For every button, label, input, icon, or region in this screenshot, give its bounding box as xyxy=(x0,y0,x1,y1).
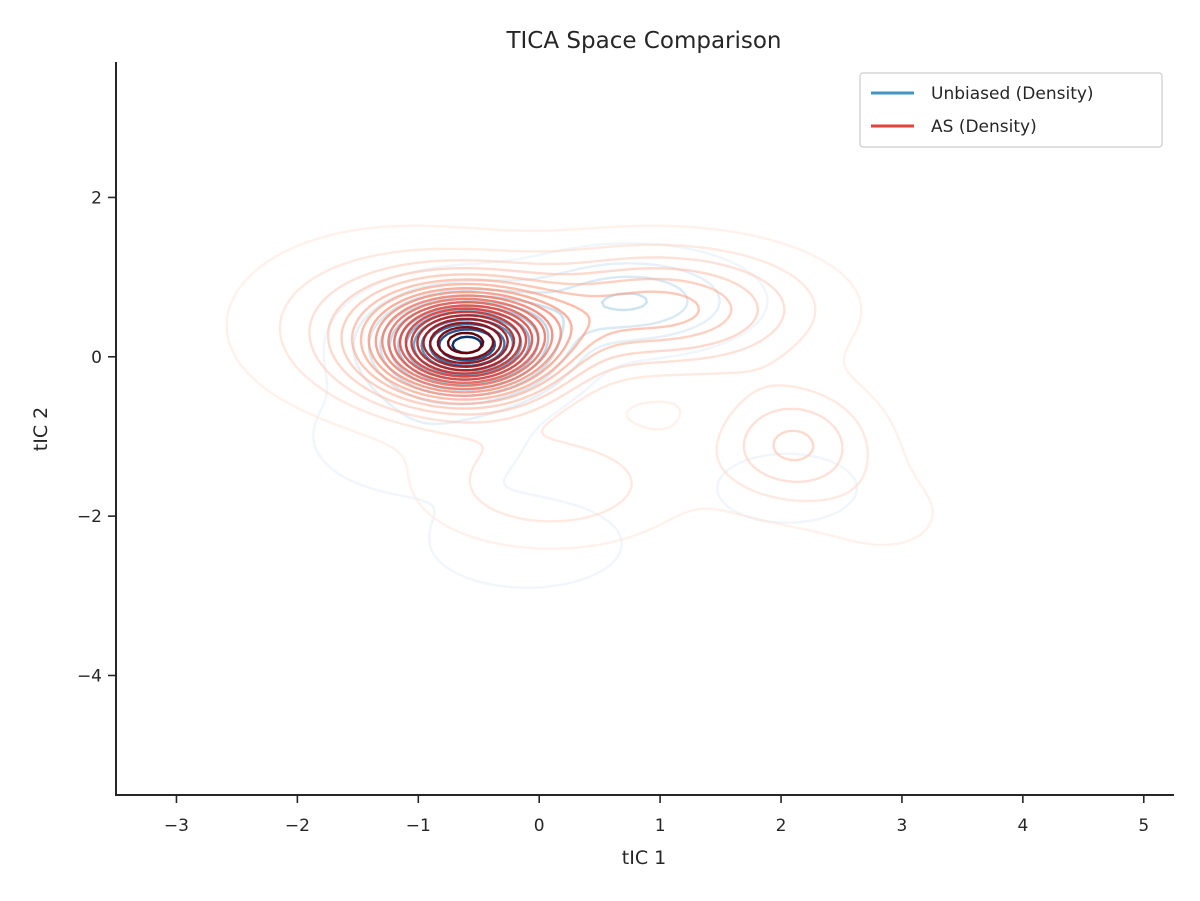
as-contour-level-1 xyxy=(225,224,934,550)
legend-label-as: AS (Density) xyxy=(931,117,1037,137)
legend-frame xyxy=(859,72,1163,148)
as-contour-level-16 xyxy=(416,314,516,372)
x-tick-label: −1 xyxy=(406,816,431,836)
as-contour-level-9 xyxy=(374,290,562,394)
as-contour-level-14 xyxy=(404,307,528,378)
y-tick-label: −4 xyxy=(77,666,102,686)
x-tick-label: −2 xyxy=(285,816,310,836)
x-axis-title: tIC 1 xyxy=(622,847,666,869)
x-ticks: −3 −2 −1 0 1 2 3 4 5 xyxy=(164,795,1149,836)
as-contour-level-10 xyxy=(381,294,554,391)
x-tick-label: 1 xyxy=(655,816,666,836)
as-contour-level-11 xyxy=(387,297,547,387)
y-ticks: −4 −2 0 2 xyxy=(77,188,116,686)
x-tick-label: 3 xyxy=(897,816,908,836)
y-tick-label: 0 xyxy=(91,348,102,368)
as-contour-level-20 xyxy=(446,331,485,355)
as-contour-level-4 xyxy=(327,267,815,462)
as-contour-level-18 xyxy=(429,321,503,365)
as-contour-level-8 xyxy=(367,287,573,397)
legend-label-unbiased: Unbiased (Density) xyxy=(931,84,1094,104)
x-tick-label: 0 xyxy=(534,816,545,836)
x-tick-label: 2 xyxy=(776,816,787,836)
as-contour-level-2 xyxy=(278,243,869,523)
chart-title: TICA Space Comparison xyxy=(505,28,781,54)
as-contour-level-7 xyxy=(359,282,591,401)
as-contour-level-5 xyxy=(340,273,733,410)
contour-layer xyxy=(225,224,934,589)
y-tick-label: −2 xyxy=(77,507,102,527)
as-contour-level-6 xyxy=(350,278,701,405)
as-contour-level-15 xyxy=(410,310,522,375)
as-contour-level-3 xyxy=(308,256,844,483)
y-axis-title: tIC 2 xyxy=(30,407,52,451)
as-contour-level-19 xyxy=(436,325,495,360)
as-contour-level-12 xyxy=(393,301,540,384)
x-tick-label: −3 xyxy=(164,816,189,836)
x-tick-label: 4 xyxy=(1017,816,1028,836)
y-tick-label: 2 xyxy=(91,188,102,208)
as-contour-level-17 xyxy=(422,317,509,368)
legend: Unbiased (Density) AS (Density) xyxy=(859,72,1163,148)
x-tick-label: 5 xyxy=(1138,816,1149,836)
as-contour-level-13 xyxy=(398,304,534,381)
